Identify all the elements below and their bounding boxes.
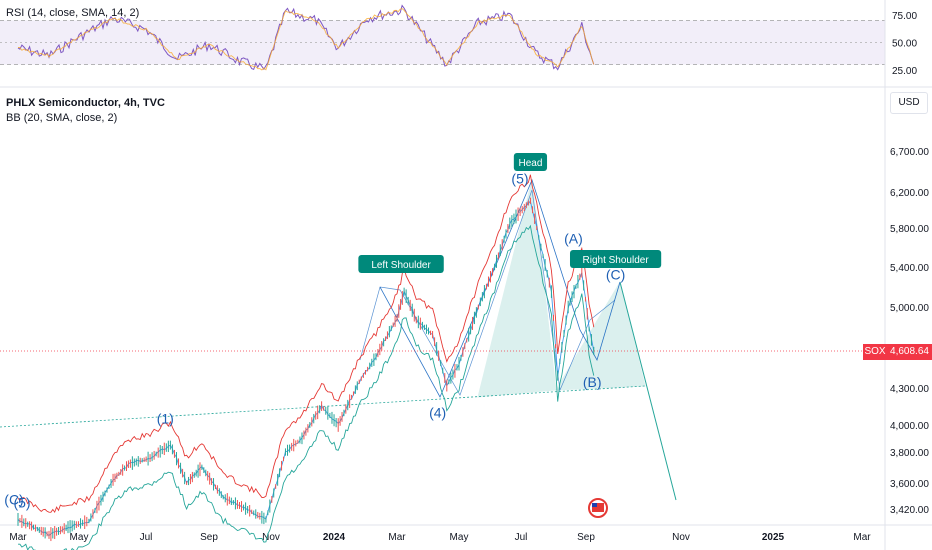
pattern-label-box: [358, 254, 444, 273]
time-tick-label: Mar: [9, 532, 27, 543]
rsi-line: [17, 4, 595, 71]
time-tick-label: 2024: [323, 532, 346, 543]
pattern-label: Left Shoulder: [371, 260, 431, 271]
wave-line-alt: [359, 189, 616, 396]
price-tick-label: 5,400.00: [890, 263, 929, 274]
time-tick-label: Nov: [672, 532, 690, 543]
wave-line: [379, 178, 621, 398]
last-price-tag: 4,608.64: [887, 344, 932, 360]
time-tick-label: Sep: [577, 532, 595, 543]
wave-label: (1): [157, 411, 174, 427]
wave-label: (A): [564, 230, 583, 246]
pattern-label-box: [513, 152, 548, 171]
symbol-tag: SOX: [863, 344, 887, 360]
pattern-label: Head: [518, 158, 542, 169]
time-tick-label: May: [70, 532, 89, 543]
price-tick-label: 4,000.00: [890, 421, 929, 432]
wave-label: (C): [606, 267, 625, 283]
price-tick-label: 6,700.00: [890, 147, 929, 158]
time-tick-label: Jul: [515, 532, 528, 543]
rsi-tick-label: 25.00: [892, 66, 917, 77]
time-tick-label: 2025: [762, 532, 785, 543]
rsi-legend[interactable]: RSI (14, close, SMA, 14, 2): [6, 7, 140, 19]
wave-label: (5): [13, 495, 30, 511]
projection-line: [619, 281, 677, 501]
wave-label: (C): [4, 492, 23, 508]
pattern-label: Right Shoulder: [583, 255, 650, 266]
price-tick-label: 3,800.00: [890, 448, 929, 459]
event-flag-icon-inner: [592, 503, 604, 512]
rsi-tick-label: 50.00: [892, 39, 917, 50]
pattern-triangle: [555, 280, 646, 391]
price-tick-label: 3,600.00: [890, 479, 929, 490]
main-chart-title[interactable]: PHLX Semiconductor, 4h, TVC: [6, 97, 165, 109]
wave-label: (4): [429, 404, 446, 420]
time-tick-label: Sep: [200, 532, 218, 543]
time-tick-label: May: [450, 532, 469, 543]
bb-legend[interactable]: BB (20, SMA, close, 2): [6, 112, 118, 124]
rsi-tick-label: 75.00: [892, 11, 917, 22]
bb-upper-line: [17, 174, 595, 514]
price-tick-label: 5,000.00: [890, 303, 929, 314]
currency-selector[interactable]: USD: [890, 92, 928, 114]
price-tick-label: 4,300.00: [890, 384, 929, 395]
wave-label: (5): [511, 171, 528, 187]
pattern-triangle: [477, 179, 557, 398]
bb-lower-line: [18, 224, 595, 550]
time-tick-label: Mar: [853, 532, 871, 543]
price-tick-label: 3,420.00: [890, 505, 929, 516]
price-tick-label: 5,800.00: [890, 224, 929, 235]
time-tick-label: Jul: [140, 532, 153, 543]
wave-label: (B): [583, 374, 602, 390]
event-flag-icon-canton: [592, 503, 597, 507]
time-tick-label: Nov: [262, 532, 280, 543]
rsi-sma-line: [17, 8, 595, 71]
pattern-label-box: [569, 249, 662, 268]
time-tick-label: Mar: [388, 532, 406, 543]
price-tick-label: 6,200.00: [890, 188, 929, 199]
